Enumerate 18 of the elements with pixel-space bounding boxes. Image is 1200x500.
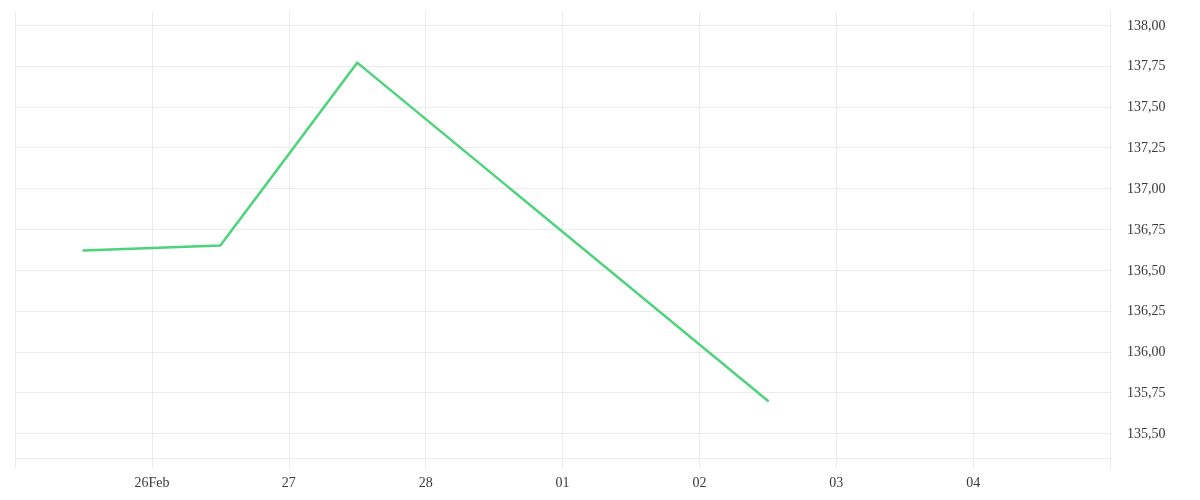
x-tick-label: 28 <box>418 474 433 490</box>
y-tick-label: 135,50 <box>1127 425 1166 441</box>
y-tick-label: 136,25 <box>1127 303 1166 319</box>
y-tick-label: 136,50 <box>1127 262 1166 278</box>
y-tick-label: 136,75 <box>1127 221 1166 237</box>
y-tick-label: 137,25 <box>1127 140 1166 156</box>
y-tick-label: 137,00 <box>1127 180 1166 196</box>
x-tick-label: 01 <box>555 474 570 490</box>
x-tick-label: 26Feb <box>134 474 170 490</box>
y-tick-label: 136,00 <box>1127 344 1166 360</box>
x-tick-label: 27 <box>281 474 296 490</box>
y-tick-label: 137,75 <box>1127 58 1166 74</box>
x-tick-label: 03 <box>829 474 844 490</box>
x-tick-label: 02 <box>692 474 707 490</box>
x-tick-label: 04 <box>966 474 981 490</box>
y-tick-label: 135,75 <box>1127 385 1166 401</box>
y-tick-label: 138,00 <box>1127 17 1166 33</box>
y-tick-label: 137,50 <box>1127 99 1166 115</box>
